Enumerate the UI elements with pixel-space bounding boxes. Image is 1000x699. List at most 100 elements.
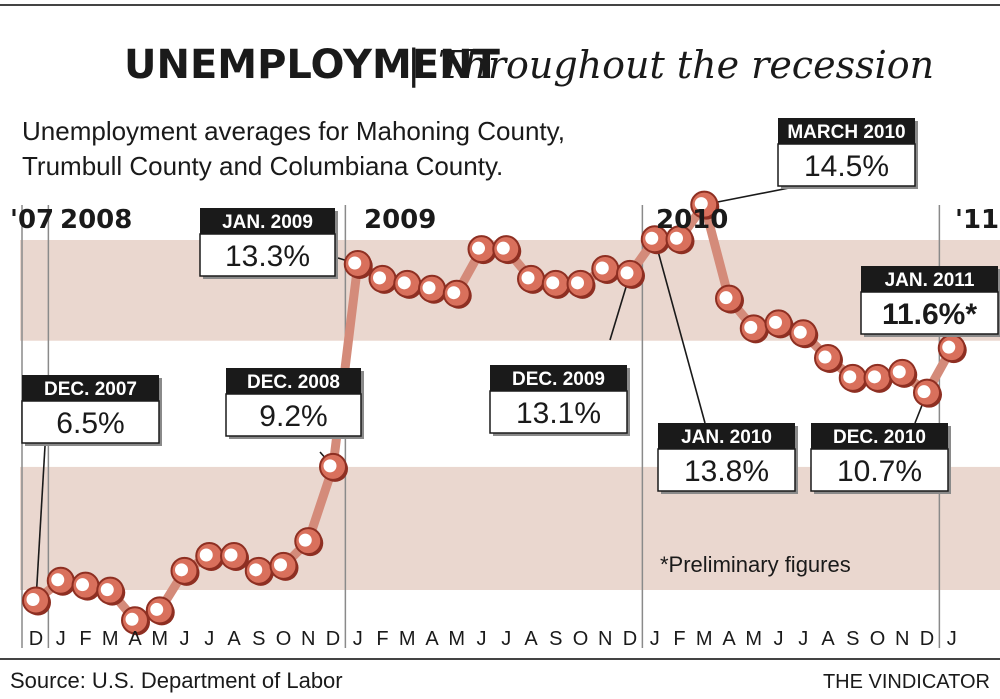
data-point: [96, 576, 126, 606]
data-point: [616, 259, 645, 289]
callout-value: 13.1%: [516, 397, 601, 430]
x-tick-label: A: [722, 628, 736, 650]
callout-value-box: [199, 233, 336, 277]
x-tick-label: A: [227, 628, 241, 650]
data-point-highlight: [125, 612, 139, 626]
data-point-highlight: [249, 563, 263, 577]
data-point-highlight: [298, 533, 312, 547]
data-point-highlight: [323, 459, 337, 473]
year-label-2008: 2008: [60, 205, 132, 235]
data-point: [937, 334, 967, 364]
x-tick-label: A: [821, 628, 835, 650]
x-tick-label: M: [102, 628, 119, 650]
callout: DEC. 2008 9.2%: [225, 368, 364, 439]
data-point: [121, 606, 150, 636]
callout-value: 14.5%: [804, 150, 889, 183]
chart-title-main: UNEMPLOYMENT: [124, 42, 501, 88]
data-point-highlight: [620, 266, 634, 280]
callout-value-box: [21, 400, 160, 444]
callout-value-box: [225, 393, 362, 437]
data-point: [591, 254, 621, 284]
x-tick-label: J: [353, 628, 363, 650]
x-tick-label: M: [448, 628, 465, 650]
callout-label-bar: [226, 368, 361, 394]
callout-value-box: [810, 448, 949, 492]
data-point-highlight: [769, 315, 782, 329]
callout-label-bar: [778, 118, 915, 144]
data-point-highlight: [818, 350, 832, 364]
data-point-highlight: [942, 340, 956, 354]
data-point-highlight: [422, 281, 436, 295]
data-point-highlight: [224, 548, 238, 562]
chart-title-italic: Throughout the recession: [438, 43, 934, 87]
x-tick-label: J: [477, 628, 487, 650]
data-point-highlight: [100, 583, 114, 597]
data-point: [913, 378, 942, 408]
callout-label-bar: [811, 423, 948, 449]
data-point-highlight: [348, 256, 362, 270]
data-point-highlight: [645, 231, 659, 245]
data-point-highlight: [571, 276, 584, 290]
callout-value: 10.7%: [837, 455, 922, 488]
data-point-highlight: [76, 578, 89, 592]
data-point: [294, 527, 324, 557]
x-tick-label: F: [673, 628, 685, 650]
callout-value-box: [860, 291, 999, 335]
data-point: [517, 264, 546, 294]
data-point: [888, 358, 918, 388]
x-tick-label: F: [79, 628, 91, 650]
data-point: [764, 309, 794, 339]
data-point-highlight: [447, 286, 461, 300]
callout-value: 11.6%*: [882, 298, 977, 331]
data-point: [789, 319, 819, 349]
callout-label: DEC. 2009: [512, 369, 605, 390]
callout-value: 9.2%: [259, 400, 327, 433]
callout: JAN. 2011 11.6%*: [860, 266, 1000, 337]
x-tick-label: N: [895, 628, 909, 650]
callout-value: 13.8%: [684, 455, 769, 488]
data-point: [690, 190, 720, 220]
callout-value: 6.5%: [56, 407, 124, 440]
data-point-highlight: [199, 548, 213, 562]
chart-title-separator: |: [407, 42, 420, 88]
x-tick-label: A: [128, 628, 142, 650]
data-point: [566, 269, 596, 299]
x-tick-label: S: [846, 628, 859, 650]
data-point: [145, 596, 175, 626]
data-point: [838, 363, 868, 393]
data-point-highlight: [26, 593, 40, 607]
data-point-highlight: [274, 558, 287, 572]
data-point: [368, 264, 398, 294]
x-tick-label: J: [56, 628, 66, 650]
callout-value-box: [657, 448, 796, 492]
data-point: [22, 586, 51, 616]
data-point-highlight: [595, 261, 609, 275]
x-tick-label: D: [920, 628, 934, 650]
callout-value-box: [777, 143, 916, 187]
callout-label-bar: [22, 375, 159, 401]
data-point: [715, 284, 744, 314]
callout-label: MARCH 2010: [787, 122, 905, 143]
x-tick-label: A: [425, 628, 439, 650]
data-point-highlight: [892, 365, 906, 379]
data-point: [195, 541, 225, 571]
data-point-highlight: [373, 271, 386, 285]
callout-boxes: DEC. 2007 6.5% DEC. 2008 9.2% JAN. 2009 13.3%…: [21, 118, 1000, 494]
x-tick-label: D: [623, 628, 637, 650]
callout-label: DEC. 2007: [44, 379, 137, 400]
data-point: [739, 314, 769, 344]
x-tick-label: M: [399, 628, 416, 650]
x-tick-label: M: [151, 628, 168, 650]
x-tick-label: J: [774, 628, 784, 650]
chart-subtitle-line1: Unemployment averages for Mahoning Count…: [22, 116, 565, 146]
data-markers: [22, 190, 967, 636]
chart-subtitle-line2: Trumbull County and Columbiana County.: [22, 151, 503, 181]
data-point-highlight: [793, 325, 807, 339]
credit-note: THE VINDICATOR: [823, 671, 990, 693]
year-label-2007: '07: [10, 205, 54, 235]
data-point-highlight: [670, 231, 683, 245]
data-point-highlight: [546, 276, 560, 290]
